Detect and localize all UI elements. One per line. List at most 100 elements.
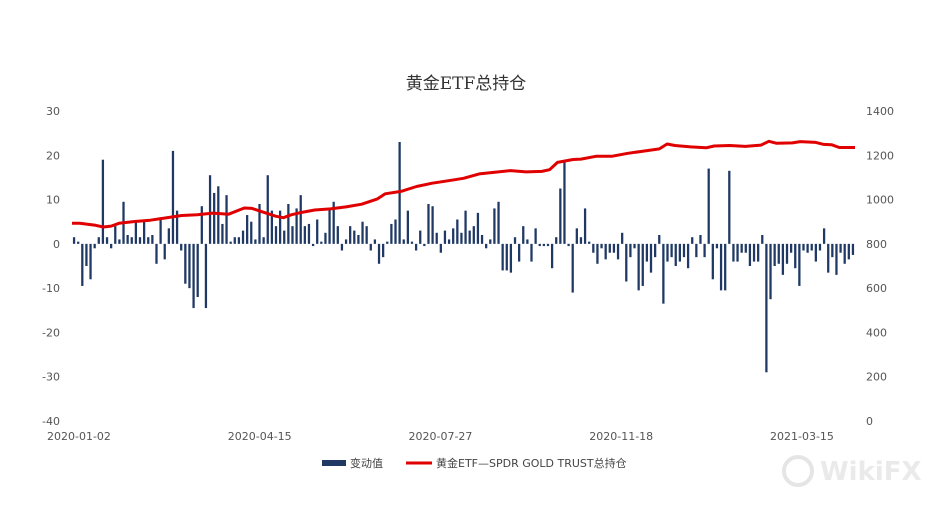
bar xyxy=(555,237,558,244)
bar xyxy=(567,243,570,247)
watermark-text: WikiFX xyxy=(820,457,922,487)
bar xyxy=(509,243,513,273)
bar xyxy=(142,219,146,244)
x-tick-label: 2020-01-02 xyxy=(47,430,111,443)
bar xyxy=(835,243,838,275)
bar xyxy=(159,217,162,244)
bar xyxy=(789,243,793,253)
bar xyxy=(200,206,203,244)
left-tick-label: -40 xyxy=(42,415,60,428)
bar xyxy=(175,210,179,244)
bar xyxy=(658,235,661,244)
bar xyxy=(130,237,133,244)
bar xyxy=(501,243,504,271)
bar xyxy=(818,243,822,251)
bar xyxy=(295,208,298,244)
bar xyxy=(600,243,603,249)
bar xyxy=(522,226,525,244)
bar xyxy=(686,243,690,269)
bar xyxy=(843,243,846,264)
right-tick-label: 1200 xyxy=(866,149,894,162)
bar xyxy=(217,186,220,244)
bar xyxy=(262,237,265,244)
bar xyxy=(464,210,467,244)
bar xyxy=(513,237,517,244)
bar xyxy=(221,223,224,244)
bar xyxy=(728,170,731,244)
bar xyxy=(468,230,471,244)
bar xyxy=(344,239,348,244)
bar xyxy=(93,243,96,249)
chart-title: 黄金ETF总持仓 xyxy=(406,74,527,94)
bar xyxy=(118,239,121,244)
bar xyxy=(765,243,768,373)
bar xyxy=(518,243,521,262)
bar xyxy=(695,243,698,258)
bar xyxy=(538,243,541,247)
legend: 变动值 黄金ETF—SPDR GOLD TRUST总持仓 xyxy=(322,456,627,470)
bar xyxy=(316,219,319,244)
bar xyxy=(827,243,830,273)
bar xyxy=(147,237,150,244)
bar xyxy=(110,243,113,249)
bar xyxy=(126,235,129,244)
bar xyxy=(757,243,760,262)
bar xyxy=(588,241,591,244)
bar xyxy=(274,226,278,244)
bar xyxy=(641,243,644,286)
bar xyxy=(497,201,500,244)
bar xyxy=(324,232,327,244)
bar xyxy=(691,237,694,244)
bar xyxy=(592,243,595,253)
right-tick-label: 600 xyxy=(866,282,887,295)
bar xyxy=(213,192,216,244)
bar xyxy=(402,239,405,244)
bar xyxy=(542,243,545,247)
bar xyxy=(769,243,772,300)
left-tick-label: 10 xyxy=(46,194,60,207)
bar xyxy=(794,243,797,269)
bar xyxy=(814,243,817,262)
bar xyxy=(250,221,253,244)
right-tick-label: 200 xyxy=(866,371,887,384)
bar xyxy=(596,243,599,264)
left-tick-label: 0 xyxy=(53,238,60,251)
bar-series xyxy=(72,142,855,373)
left-y-axis: 30 20 10 0 -10 -20 -30 -40 xyxy=(42,105,60,428)
bar xyxy=(134,221,138,244)
bar xyxy=(225,195,228,244)
bar xyxy=(303,226,306,244)
right-tick-label: 800 xyxy=(866,238,887,251)
bar xyxy=(237,237,241,244)
bar xyxy=(155,243,158,264)
bar xyxy=(419,230,422,244)
bar xyxy=(719,243,723,291)
bar xyxy=(534,228,537,244)
bar xyxy=(266,175,269,244)
bar xyxy=(748,243,752,266)
bar xyxy=(105,237,109,244)
left-tick-label: -10 xyxy=(42,282,60,295)
bar xyxy=(575,228,578,244)
bar xyxy=(563,161,566,244)
bar xyxy=(505,243,508,271)
bar xyxy=(847,243,850,260)
bar xyxy=(414,243,418,251)
bar xyxy=(678,243,681,262)
bar xyxy=(456,219,459,244)
bar xyxy=(489,239,492,244)
bar xyxy=(633,243,636,249)
bar xyxy=(287,204,290,244)
bar xyxy=(278,210,282,244)
bar xyxy=(472,226,475,244)
bar xyxy=(431,206,434,244)
bar xyxy=(711,243,714,280)
legend-swatch-bars xyxy=(322,460,346,466)
bar xyxy=(851,243,855,255)
bar xyxy=(550,243,554,269)
bar xyxy=(583,208,587,244)
bar xyxy=(196,243,199,297)
bar xyxy=(386,241,389,244)
bar xyxy=(340,243,344,251)
bar xyxy=(736,243,739,262)
